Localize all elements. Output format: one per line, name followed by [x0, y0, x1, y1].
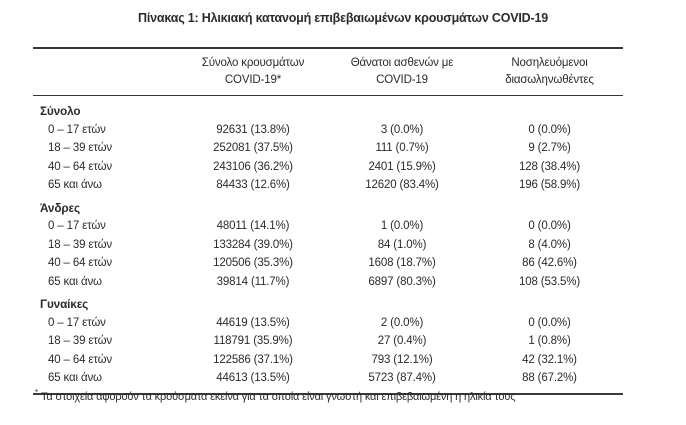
- table-caption: Πίνακας 1: Ηλικιακή κατανομή επιβεβαιωμέ…: [138, 11, 548, 25]
- intubated-value: 128 (38.4%): [519, 160, 580, 173]
- age-group-label: 0 – 17 ετών: [48, 123, 106, 136]
- table-row: 18 – 39 ετών 133284 (39.0%) 84 (1.0%) 8 (4.…: [33, 236, 623, 255]
- cases-value: 252081 (37.5%): [213, 142, 293, 154]
- deaths-value: 5723 (87.4%): [368, 372, 436, 384]
- section-title: Σύνολο: [40, 104, 81, 118]
- age-group-label: 65 και άνω: [48, 275, 102, 288]
- table-header-row: Σύνολο κρουσμάτων COVID-19* Θάνατοι ασθε…: [33, 49, 623, 96]
- age-group-label: 18 – 39 ετών: [48, 238, 112, 251]
- age-group-label: 40 – 64 ετών: [48, 257, 112, 269]
- intubated-value: 8 (4.0%): [528, 238, 571, 251]
- age-group-label: 40 – 64 ετών: [48, 353, 112, 366]
- table-row: 0 – 17 ετών 48011 (14.1%) 1 (0.0%) 0 (0.0%): [33, 217, 623, 236]
- deaths-value: 27 (0.4%): [377, 335, 427, 347]
- table-row: 65 και άνω 44613 (13.5%) 5723 (87.4%) 88 (6…: [33, 369, 623, 388]
- age-group-label: 0 – 17 ετών: [48, 220, 106, 232]
- cases-value: 39814 (11.7%): [216, 275, 290, 288]
- header-deaths-line1: Θάνατοι ασθενών με: [350, 57, 454, 69]
- header-cell-deaths: Θάνατοι ασθενών με COVID-19: [328, 55, 476, 89]
- table-footnote: * Τα στοιχεία αφορούν τα κρούσματα εκείνα…: [33, 388, 653, 403]
- cases-value: 133284 (39.0%): [213, 238, 293, 251]
- table-row: 40 – 64 ετών 122586 (37.1%) 793 (12.1%) 42 …: [33, 351, 623, 370]
- table-row: 65 και άνω 39814 (11.7%) 6897 (80.3%) 108 (…: [33, 273, 623, 292]
- section-title: Άνδρες: [40, 200, 80, 215]
- intubated-value: 86 (42.6%): [522, 257, 577, 269]
- age-group-label: 65 και άνω: [48, 179, 102, 191]
- deaths-value: 84 (1.0%): [377, 238, 427, 251]
- intubated-value: 1 (0.8%): [528, 335, 571, 347]
- age-group-label: 18 – 39 ετών: [48, 142, 112, 154]
- header-total-cases-line1: Σύνολο κρουσμάτων: [201, 57, 305, 69]
- covid-age-table: Σύνολο κρουσμάτων COVID-19* Θάνατοι ασθε…: [33, 47, 623, 395]
- deaths-value: 1 (0.0%): [380, 220, 424, 232]
- intubated-value: 0 (0.0%): [528, 316, 571, 329]
- table-row: 18 – 39 ετών 252081 (37.5%) 111 (0.7%) 9 (2…: [33, 139, 623, 158]
- cases-value: 122586 (37.1%): [213, 353, 293, 366]
- deaths-value: 12620 (83.4%): [365, 179, 439, 191]
- table-row: 0 – 17 ετών 92631 (13.8%) 3 (0.0%) 0 (0.0%): [33, 121, 623, 140]
- intubated-value: 196 (58.9%): [519, 179, 580, 191]
- table-row: 0 – 17 ετών 44619 (13.5%) 2 (0.0%) 0 (0.0%): [33, 314, 623, 333]
- intubated-value: 42 (32.1%): [522, 353, 577, 366]
- deaths-value: 1608 (18.7%): [368, 257, 436, 269]
- deaths-value: 2401 (15.9%): [368, 160, 436, 173]
- intubated-value: 9 (2.7%): [528, 142, 571, 154]
- cases-value: 84433 (12.6%): [216, 179, 290, 191]
- deaths-value: 111 (0.7%): [375, 142, 429, 154]
- intubated-value: 0 (0.0%): [528, 220, 571, 232]
- table-row: 18 – 39 ετών 118791 (35.9%) 27 (0.4%) 1 (0.…: [33, 332, 623, 351]
- table-row: 40 – 64 ετών 120506 (35.3%) 1608 (18.7%) 86…: [33, 254, 623, 273]
- age-group-label: 18 – 39 ετών: [48, 335, 112, 347]
- intubated-value: 0 (0.0%): [528, 123, 571, 136]
- table-row: 65 και άνω 84433 (12.6%) 12620 (83.4%) 196 …: [33, 176, 623, 195]
- deaths-value: 793 (12.1%): [371, 353, 433, 366]
- intubated-value: 88 (67.2%): [522, 372, 577, 384]
- table-body: Σύνολο 0 – 17 ετών 92631 (13.8%) 3 (0.0%) 0 …: [33, 96, 623, 393]
- cases-value: 120506 (35.3%): [213, 257, 293, 269]
- header-cell-intubated: Νοσηλευόμενοι διασωληνωθέντες: [476, 55, 623, 89]
- header-intubated-line1: Νοσηλευόμενοι: [511, 57, 588, 69]
- table-row: 40 – 64 ετών 243106 (36.2%) 2401 (15.9%) 12…: [33, 158, 623, 177]
- header-cell-empty: [33, 55, 178, 89]
- footnote-asterisk: *: [35, 388, 38, 398]
- cases-value: 48011 (14.1%): [216, 220, 290, 232]
- deaths-value: 2 (0.0%): [380, 316, 424, 329]
- header-cell-total-cases: Σύνολο κρουσμάτων COVID-19*: [178, 55, 328, 89]
- header-intubated-line2: διασωληνωθέντες: [505, 74, 594, 86]
- header-total-cases-line2: COVID-19*: [224, 74, 282, 86]
- footnote-text: Τα στοιχεία αφορούν τα κρούσματα εκείνα …: [40, 391, 516, 403]
- cases-value: 92631 (13.8%): [216, 123, 290, 136]
- age-group-label: 40 – 64 ετών: [48, 160, 112, 173]
- header-deaths-line2: COVID-19: [376, 74, 428, 86]
- cases-value: 44619 (13.5%): [216, 316, 290, 329]
- age-group-label: 65 και άνω: [48, 372, 102, 384]
- cases-value: 44613 (13.5%): [216, 372, 290, 384]
- section-title: Γυναίκες: [40, 297, 89, 311]
- cases-value: 118791 (35.9%): [213, 335, 293, 347]
- deaths-value: 6897 (80.3%): [368, 275, 436, 288]
- deaths-value: 3 (0.0%): [380, 123, 424, 136]
- age-group-label: 0 – 17 ετών: [48, 316, 106, 329]
- cases-value: 243106 (36.2%): [213, 160, 293, 173]
- intubated-value: 108 (53.5%): [519, 275, 580, 288]
